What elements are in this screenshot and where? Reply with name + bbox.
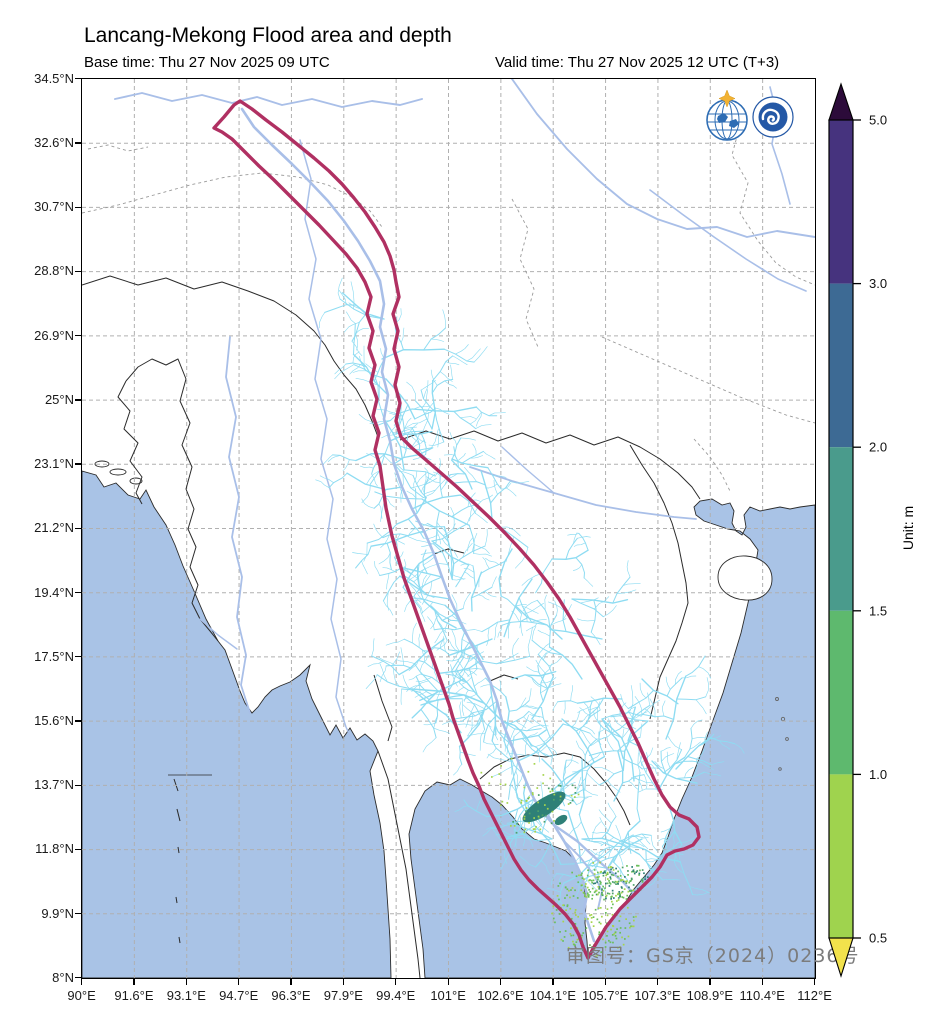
lat-tick-label: 17.5°N	[34, 648, 74, 664]
flood-lake	[522, 791, 566, 823]
lon-tick-mark	[761, 979, 763, 985]
river-network	[315, 277, 745, 911]
lat-tick-mark	[75, 142, 81, 144]
lon-tick-mark	[499, 979, 502, 985]
lon-tick-mark	[342, 979, 345, 985]
lat-tick-label: 13.7°N	[34, 777, 74, 793]
base-time-label: Base time: Thu 27 Nov 2025 09 UTC	[84, 54, 330, 71]
lon-tick-mark	[814, 979, 816, 985]
flood-area-layer	[480, 757, 649, 958]
lon-tick-label: 105.7°E	[581, 988, 629, 1003]
lon-tick-mark	[709, 979, 711, 985]
lon-tick-label: 93.1°E	[166, 988, 206, 1003]
lat-tick-label: 32.6°N	[34, 135, 74, 150]
colorbar-segment	[829, 283, 853, 448]
valid-time-label: Valid time: Thu 27 Nov 2025 12 UTC (T+3)	[495, 54, 780, 71]
lat-tick-label: 26.9°N	[34, 327, 74, 343]
lat-tick-label: 21.2°N	[34, 520, 74, 536]
lon-tick-mark	[81, 979, 83, 985]
lat-tick-label: 34.5°N	[34, 70, 74, 86]
agency-logos	[706, 90, 794, 141]
delta-islet	[109, 468, 127, 476]
lon-tick-label: 108.9°E	[686, 988, 734, 1003]
lon-tick-label: 90°E	[67, 988, 96, 1003]
hainan-island	[717, 555, 773, 601]
lon-tick-label: 94.7°E	[219, 988, 259, 1003]
colorbar-arrow-low	[828, 937, 854, 978]
lat-tick-label: 25°N	[44, 391, 74, 407]
lat-tick-mark	[75, 656, 81, 658]
lon-tick-label: 91.6°E	[114, 988, 154, 1003]
flood-lake	[554, 814, 568, 826]
colorbar: 5.0 3.0 2.0 1.5 1.0 0.5	[828, 82, 887, 978]
country-borders	[82, 275, 701, 978]
lat-tick-label: 19.4°N	[34, 584, 74, 600]
lon-tick-mark	[552, 979, 554, 985]
lat-tick-mark	[75, 720, 81, 722]
lat-tick-mark	[75, 270, 81, 273]
lat-tick-mark	[75, 912, 81, 915]
lon-tick-mark	[133, 979, 135, 985]
colorbar-segment	[829, 447, 853, 611]
lon-tick-label: 99.4°E	[376, 988, 416, 1003]
major-rivers	[114, 79, 815, 739]
page-title: Lancang-Mekong Flood area and depth	[84, 24, 452, 47]
colorbar-segment	[829, 120, 853, 284]
delta-islet	[129, 477, 143, 485]
lon-tick-mark	[290, 979, 292, 985]
lat-tick-label: 9.9°N	[41, 905, 74, 921]
map-frame	[81, 78, 816, 979]
lat-tick-label: 28.8°N	[34, 263, 74, 279]
map-canvas	[82, 79, 815, 978]
colorbar-segment	[829, 610, 853, 775]
lon-tick-label: 107.3°E	[634, 988, 681, 1003]
colorbar-arrow-high	[828, 82, 854, 121]
survey-number-watermark: 审图号：GS京（2024）0236号	[566, 945, 860, 967]
lat-tick-mark	[75, 463, 81, 465]
colorbar-tick-label: 1.5	[869, 603, 887, 618]
lat-tick-mark	[75, 78, 81, 80]
lat-tick-label: 15.6°N	[34, 712, 74, 728]
lon-tick-mark	[656, 979, 659, 985]
lon-tick-label: 97.9°E	[323, 988, 363, 1003]
lon-tick-label: 110.4°E	[739, 988, 785, 1003]
lon-tick-label: 102.6°E	[477, 988, 524, 1003]
lon-tick-label: 112°E	[797, 988, 832, 1003]
lon-tick-label: 101°E	[430, 988, 466, 1003]
colorbar-tick-label: 0.5	[869, 931, 887, 946]
colorbar-segment	[829, 774, 853, 938]
lon-tick-label: 104.1°E	[529, 988, 577, 1003]
ocean-bay-of-bengal	[82, 470, 392, 978]
wmo-logo-icon	[706, 90, 748, 141]
colorbar-tick-label: 1.0	[869, 767, 887, 782]
colorbar-tick-label: 2.0	[869, 440, 887, 455]
colorbar-tick-label: 5.0	[869, 113, 887, 128]
mekong-main-stem	[240, 107, 636, 943]
lat-tick-mark	[75, 591, 81, 594]
lon-tick-mark	[447, 979, 449, 985]
lon-tick-mark	[238, 979, 240, 985]
lat-tick-mark	[75, 527, 81, 529]
lat-tick-mark	[75, 206, 81, 208]
lon-tick-mark	[395, 979, 397, 985]
lat-tick-label: 23.1°N	[34, 456, 74, 472]
lat-tick-label: 30.7°N	[34, 199, 74, 215]
lat-tick-label: 8°N	[52, 969, 74, 985]
basin-boundary-line	[212, 99, 701, 960]
lat-tick-mark	[75, 784, 81, 786]
delta-islet	[94, 460, 110, 468]
colorbar-tick-label: 3.0	[869, 276, 887, 291]
lat-tick-mark	[75, 848, 81, 851]
lon-tick-label: 96.3°E	[271, 988, 311, 1003]
lon-tick-mark	[604, 979, 606, 985]
lat-tick-label: 11.8°N	[35, 841, 74, 857]
lon-tick-mark	[185, 979, 187, 985]
cma-logo-icon	[752, 96, 794, 138]
colorbar-unit-label: Unit: m	[900, 505, 916, 551]
lat-tick-mark	[75, 977, 81, 979]
lat-tick-mark	[75, 335, 81, 337]
lat-tick-mark	[75, 399, 81, 401]
